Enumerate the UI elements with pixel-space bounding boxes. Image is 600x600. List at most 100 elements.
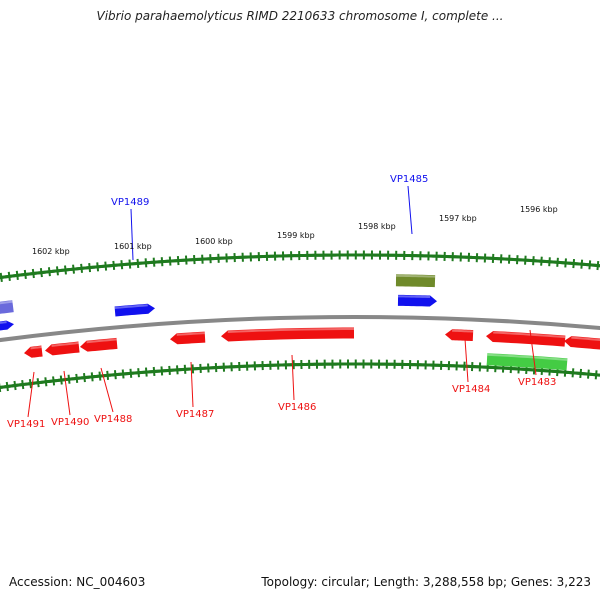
feature-layer	[0, 274, 600, 371]
feature-vp1484[interactable]	[445, 329, 474, 342]
tick-mark	[572, 258, 576, 269]
tick-mark	[580, 259, 584, 269]
leader-line	[100, 367, 114, 413]
scale-label-1597: 1597 kbp	[439, 214, 477, 223]
tick-mark	[532, 256, 535, 266]
feature-highlight	[51, 342, 79, 347]
tick-mark	[524, 255, 527, 265]
feature-highlight	[0, 321, 7, 324]
tick-mark	[7, 271, 11, 281]
tick-mark	[193, 255, 196, 265]
gene-label-vp1488[interactable]: VP1488	[94, 414, 132, 425]
tick-mark	[64, 265, 67, 275]
gene-label-vp1483[interactable]: VP1483	[518, 377, 556, 388]
feature-highlight	[398, 295, 431, 299]
feature-rna[interactable]	[486, 353, 568, 371]
tick-mark	[588, 260, 592, 270]
leader-line	[190, 361, 194, 408]
leader-line	[27, 371, 35, 418]
feature-vp1488[interactable]	[80, 337, 118, 352]
tick-mark	[55, 266, 59, 276]
label-leader-lines	[27, 185, 537, 418]
gene-labels: VP1489 VP1485 VP1491 VP1490 VP1488 VP148…	[7, 174, 556, 430]
scale-labels: 1602 kbp 1601 kbp 1600 kbp 1599 kbp 1598…	[32, 205, 558, 256]
tick-mark	[160, 257, 164, 267]
tick-mark	[184, 255, 188, 265]
summary-text: Topology: circular; Length: 3,288,558 bp…	[261, 575, 591, 589]
tick-mark	[136, 258, 140, 268]
gene-label-vp1484[interactable]: VP1484	[452, 384, 490, 395]
feature-vp1487[interactable]	[170, 331, 206, 345]
inner-tick-ring	[0, 359, 600, 393]
outer-tick-ring	[0, 250, 600, 282]
tick-mark	[516, 255, 519, 265]
gene-label-vp1489[interactable]: VP1489	[111, 197, 149, 208]
tick-mark	[128, 259, 132, 269]
tick-mark	[144, 258, 148, 268]
scale-label-1601: 1601 kbp	[114, 242, 152, 251]
tick-mark	[564, 258, 567, 268]
feature-vp1483-a[interactable]	[486, 331, 566, 347]
gene-label-vp1485[interactable]: VP1485	[390, 174, 428, 185]
tick-mark	[23, 269, 27, 280]
gene-label-vp1487[interactable]: VP1487	[176, 409, 214, 420]
tick-mark	[39, 268, 43, 278]
tick-mark	[80, 263, 83, 273]
feature-highlight	[176, 332, 205, 336]
tick-mark	[112, 260, 116, 270]
feature-highlight	[396, 274, 436, 278]
scale-label-1599: 1599 kbp	[277, 231, 315, 240]
tick-mark	[152, 257, 156, 267]
tick-mark	[96, 262, 100, 272]
leader-line	[130, 208, 134, 261]
tick-mark	[120, 260, 124, 270]
feature-highlight	[487, 353, 568, 361]
gene-label-vp1490[interactable]: VP1490	[51, 417, 89, 428]
tick-mark	[540, 256, 543, 266]
genome-backbone	[0, 315, 600, 343]
gene-label-vp1486[interactable]: VP1486	[278, 402, 316, 413]
feature-vp1486[interactable]	[221, 327, 355, 342]
tick-mark	[72, 264, 75, 274]
scale-label-1598: 1598 kbp	[358, 222, 396, 231]
feature-highlight	[452, 329, 474, 333]
leader-line	[291, 354, 295, 401]
feature-partial[interactable]	[0, 300, 14, 315]
tick-mark	[15, 270, 19, 280]
leader-line	[464, 338, 469, 383]
feature-other[interactable]	[395, 274, 436, 288]
feature-vp1492[interactable]	[0, 320, 14, 332]
tick-mark	[88, 263, 92, 273]
feature-highlight	[86, 338, 117, 344]
tick-mark	[104, 261, 108, 271]
scale-label-1600: 1600 kbp	[195, 237, 233, 246]
feature-highlight	[114, 304, 148, 309]
leader-line	[407, 185, 413, 235]
feature-vp1490[interactable]	[45, 341, 80, 356]
tick-mark	[596, 260, 600, 271]
feature-highlight	[30, 346, 42, 350]
tick-mark	[47, 267, 51, 277]
tick-mark	[168, 256, 172, 266]
feature-highlight	[571, 336, 600, 342]
scale-label-1602: 1602 kbp	[32, 247, 70, 256]
gene-label-vp1491[interactable]: VP1491	[7, 419, 45, 430]
tick-mark	[0, 272, 3, 282]
tick-mark	[31, 268, 35, 279]
feature-vp1489[interactable]	[114, 303, 155, 317]
feature-vp1482[interactable]	[564, 336, 600, 350]
leader-line	[63, 370, 71, 416]
feature-highlight	[0, 300, 13, 305]
tick-mark	[556, 257, 559, 267]
tick-mark	[548, 257, 551, 267]
scale-label-1596: 1596 kbp	[520, 205, 558, 214]
tick-mark	[176, 256, 180, 266]
leader-line	[529, 329, 537, 376]
map-title: Vibrio parahaemolyticus RIMD 2210633 chr…	[96, 9, 504, 23]
feature-vp1485[interactable]	[397, 294, 437, 307]
feature-highlight	[227, 328, 355, 333]
feature-highlight	[493, 331, 566, 339]
accession-text: Accession: NC_004603	[9, 575, 146, 589]
feature-vp1491[interactable]	[24, 345, 43, 358]
